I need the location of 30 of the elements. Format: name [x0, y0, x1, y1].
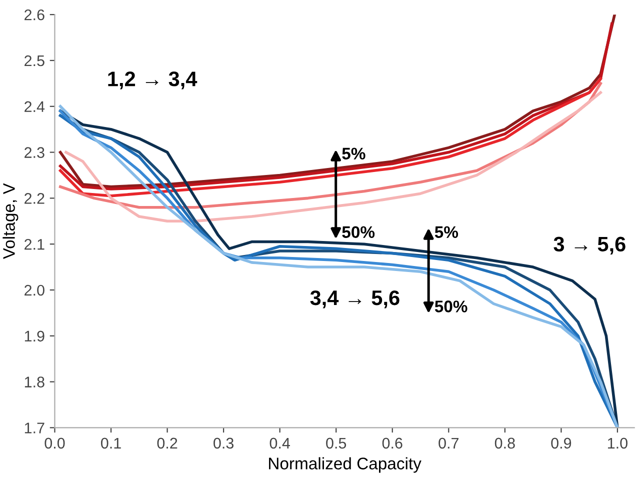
x-tick-label: 0.2 — [157, 438, 178, 449]
x-tick-label: 0.0 — [44, 438, 65, 449]
annotation: 1,2 → 3,4 — [108, 72, 198, 90]
y-tick-label: 1.8 — [24, 376, 44, 388]
x-tick-label: 0.7 — [438, 438, 458, 449]
y-tick-label: 2.6 — [24, 9, 44, 20]
y-tick-label: 2.3 — [24, 147, 44, 158]
x-tick-label: 0.4 — [270, 438, 290, 449]
y-tick-label: 2.1 — [24, 238, 44, 250]
x-tick-label: 0.9 — [551, 438, 572, 449]
annotation: 5% — [434, 226, 458, 238]
y-tick-label: 2.0 — [24, 284, 44, 296]
annotation: 3,4 → 5,6 — [310, 290, 400, 308]
y-axis-title: Voltage, V — [2, 183, 18, 260]
x-tick-label: 0.6 — [382, 438, 402, 449]
annotation: 3 → 5,6 — [554, 236, 626, 255]
annotation: 50% — [434, 300, 468, 312]
x-tick-label: 0.8 — [494, 438, 515, 449]
y-tick-label: 2.2 — [24, 193, 44, 204]
y-tick-label: 1.9 — [24, 330, 44, 342]
y-tick-label: 2.5 — [24, 55, 44, 66]
annotation: 50% — [342, 226, 375, 238]
x-tick-label: 1.0 — [608, 438, 628, 449]
x-tick-label: 0.5 — [326, 438, 346, 449]
annotation: 5% — [342, 148, 366, 160]
x-tick-label: 0.1 — [100, 438, 121, 449]
y-tick-label: 2.4 — [24, 101, 45, 112]
y-tick-label: 1.7 — [24, 422, 44, 434]
x-axis-title: Normalized Capacity — [269, 457, 422, 473]
x-tick-label: 0.3 — [214, 438, 234, 449]
